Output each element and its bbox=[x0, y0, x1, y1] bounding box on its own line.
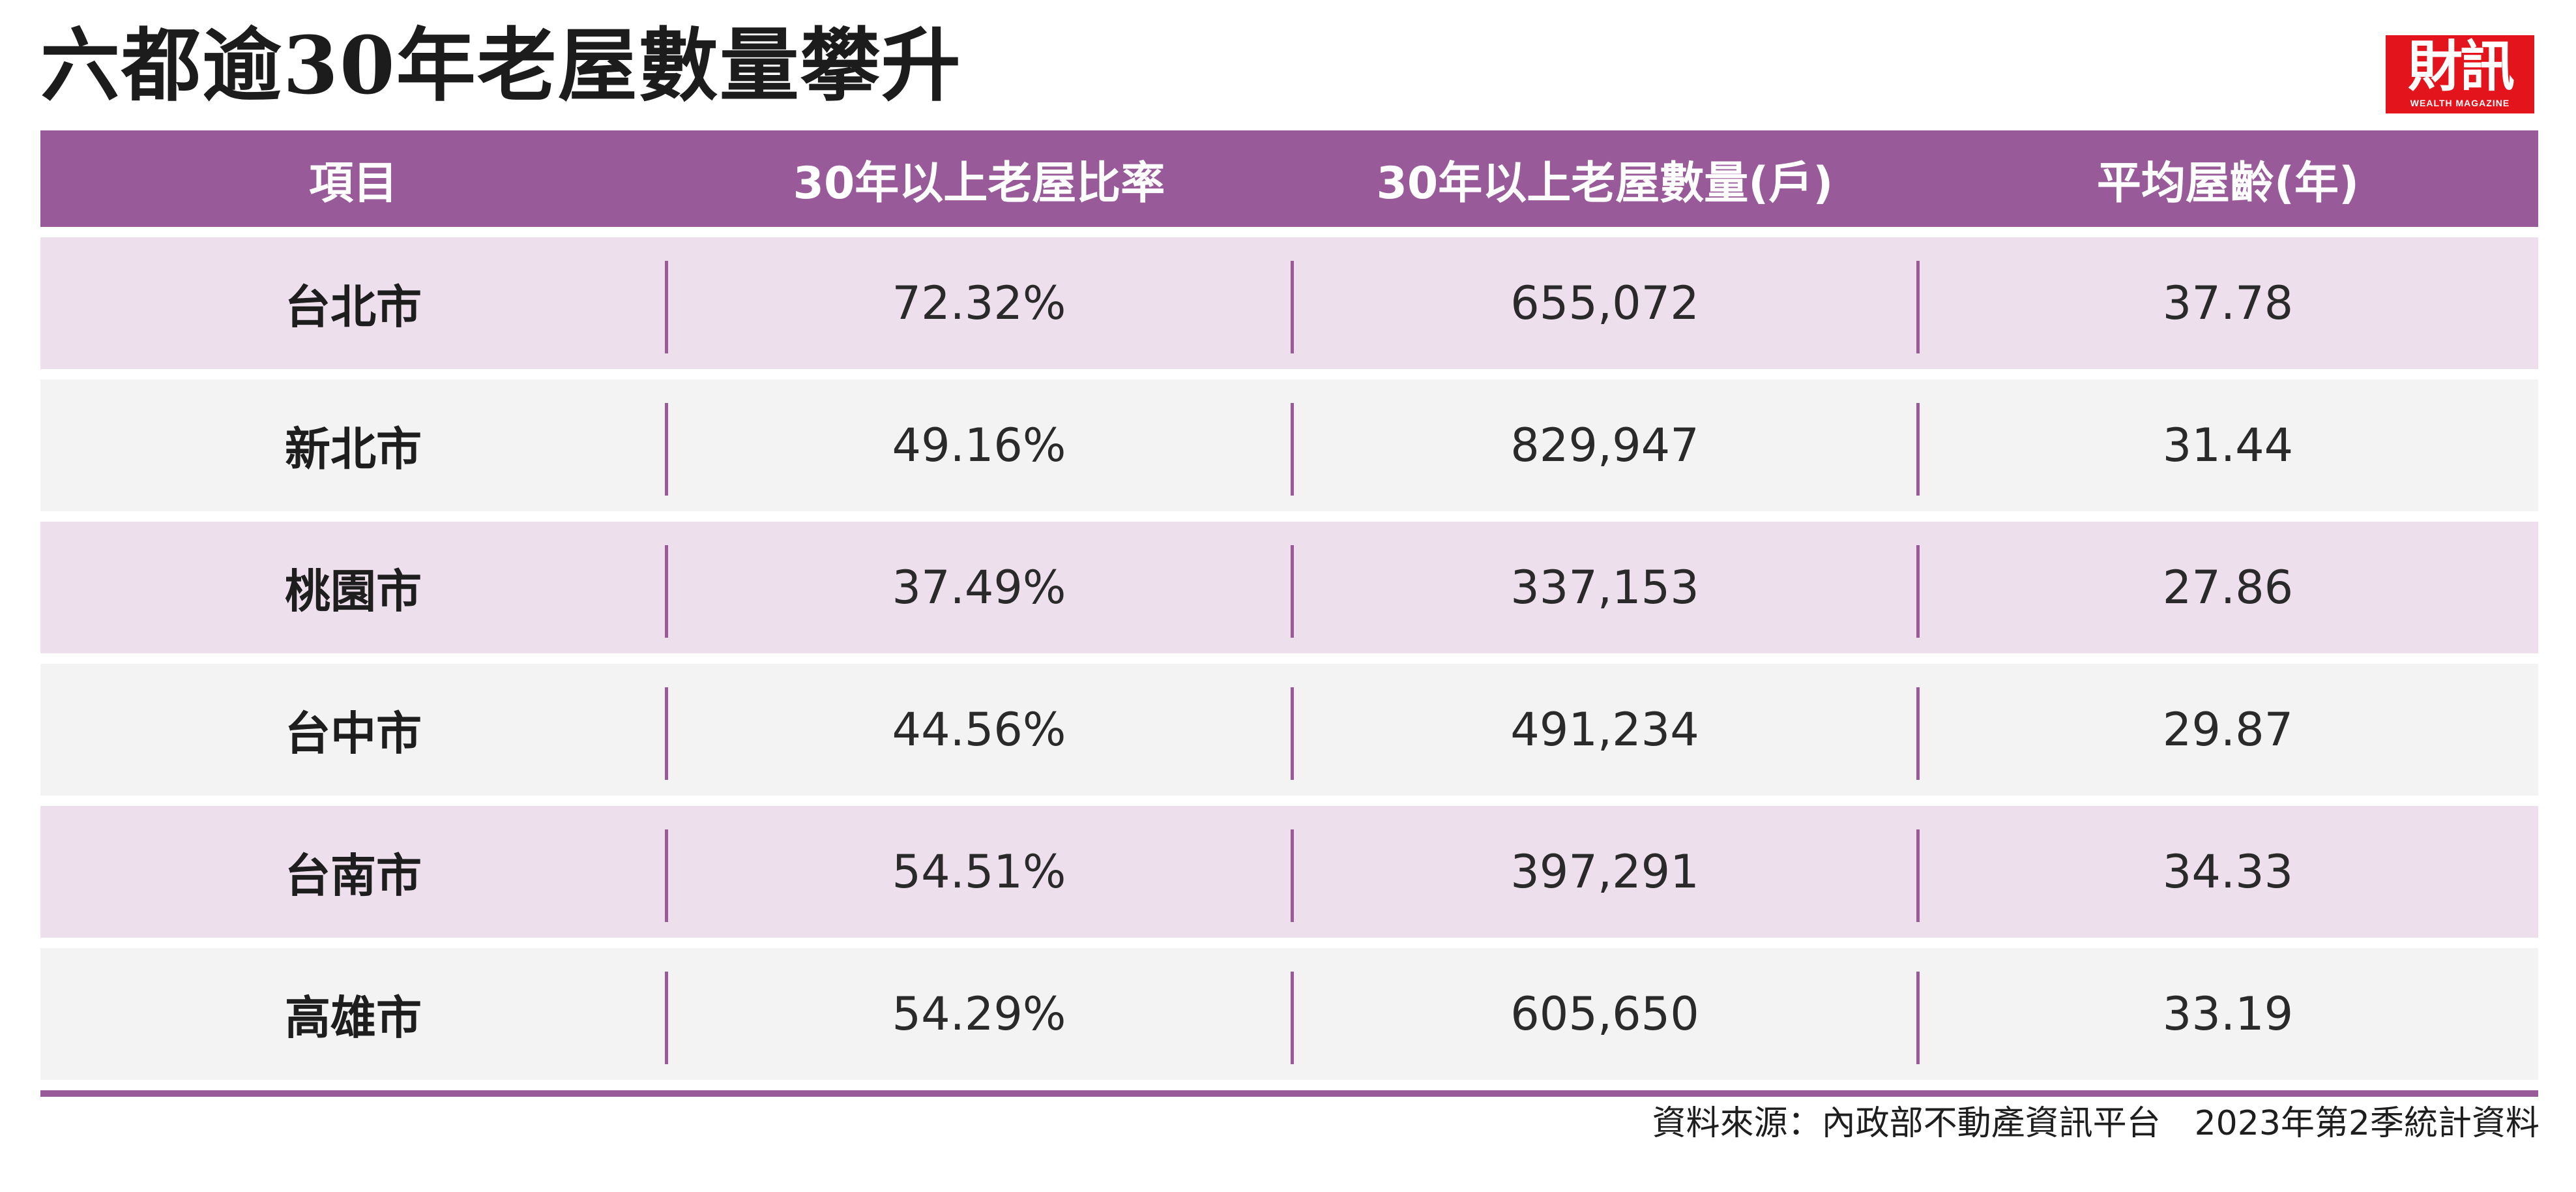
city-cell: 台中市 bbox=[285, 706, 422, 760]
count-cell: 655,072 bbox=[1510, 276, 1699, 330]
table-row: 高雄市 54.29% 605,650 33.19 bbox=[40, 948, 2538, 1080]
column-divider bbox=[665, 403, 668, 496]
column-divider bbox=[1916, 687, 1920, 780]
ratio-cell: 44.56% bbox=[892, 703, 1066, 756]
age-cell: 34.33 bbox=[2162, 845, 2294, 899]
count-cell: 337,153 bbox=[1510, 561, 1699, 614]
data-table: 項目 30年以上老屋比率 30年以上老屋數量(戶) 平均屋齡(年) 台北市 72… bbox=[40, 130, 2538, 1097]
brand-logo: 財訊 WEALTH MAGAZINE bbox=[2386, 35, 2534, 113]
count-cell: 397,291 bbox=[1510, 845, 1699, 899]
column-divider bbox=[1291, 829, 1294, 922]
ratio-cell: 72.32% bbox=[892, 276, 1066, 330]
column-divider bbox=[1291, 545, 1294, 638]
age-cell: 33.19 bbox=[2162, 987, 2294, 1041]
logo-text: 財訊 bbox=[2407, 34, 2515, 98]
column-divider bbox=[1291, 403, 1294, 496]
ratio-cell: 54.51% bbox=[892, 845, 1066, 899]
city-cell: 台南市 bbox=[285, 848, 422, 902]
table-row: 台中市 44.56% 491,234 29.87 bbox=[40, 664, 2538, 796]
ratio-cell: 37.49% bbox=[892, 561, 1066, 614]
header-ratio: 30年以上老屋比率 bbox=[793, 157, 1165, 209]
column-divider bbox=[665, 972, 668, 1064]
count-cell: 829,947 bbox=[1510, 419, 1699, 472]
column-divider bbox=[665, 687, 668, 780]
page-title: 六都逾30年老屋數量攀升 bbox=[40, 18, 962, 112]
table-row: 桃園市 37.49% 337,153 27.86 bbox=[40, 522, 2538, 653]
column-divider bbox=[1916, 403, 1920, 496]
column-divider bbox=[1291, 972, 1294, 1064]
city-cell: 高雄市 bbox=[285, 991, 422, 1045]
column-divider bbox=[1916, 545, 1920, 638]
city-cell: 新北市 bbox=[285, 422, 422, 476]
logo-subtext: WEALTH MAGAZINE bbox=[2410, 98, 2510, 108]
header-age: 平均屋齡(年) bbox=[2096, 157, 2360, 209]
column-divider bbox=[1916, 829, 1920, 922]
column-divider bbox=[1291, 687, 1294, 780]
column-divider bbox=[1916, 261, 1920, 353]
count-cell: 491,234 bbox=[1510, 703, 1699, 756]
source-note: 資料來源：內政部不動產資訊平台 2023年第2季統計資料 bbox=[1652, 1104, 2539, 1143]
count-cell: 605,650 bbox=[1510, 987, 1699, 1041]
table-row: 台南市 54.51% 397,291 34.33 bbox=[40, 806, 2538, 938]
header-count: 30年以上老屋數量(戶) bbox=[1376, 157, 1834, 209]
ratio-cell: 49.16% bbox=[892, 419, 1066, 472]
city-cell: 台北市 bbox=[285, 280, 422, 334]
age-cell: 37.78 bbox=[2162, 276, 2294, 330]
ratio-cell: 54.29% bbox=[892, 987, 1066, 1041]
column-divider bbox=[665, 829, 668, 922]
header-item: 項目 bbox=[308, 157, 398, 209]
age-cell: 27.86 bbox=[2162, 561, 2294, 614]
table-header: 項目 30年以上老屋比率 30年以上老屋數量(戶) 平均屋齡(年) bbox=[40, 130, 2538, 227]
column-divider bbox=[665, 545, 668, 638]
column-divider bbox=[1291, 261, 1294, 353]
table-row: 新北市 49.16% 829,947 31.44 bbox=[40, 380, 2538, 511]
table-row: 台北市 72.32% 655,072 37.78 bbox=[40, 237, 2538, 369]
column-divider bbox=[1916, 972, 1920, 1064]
city-cell: 桃園市 bbox=[285, 564, 422, 618]
age-cell: 29.87 bbox=[2162, 703, 2294, 756]
table-bottom-rule bbox=[40, 1090, 2538, 1097]
age-cell: 31.44 bbox=[2162, 419, 2294, 472]
column-divider bbox=[665, 261, 668, 353]
